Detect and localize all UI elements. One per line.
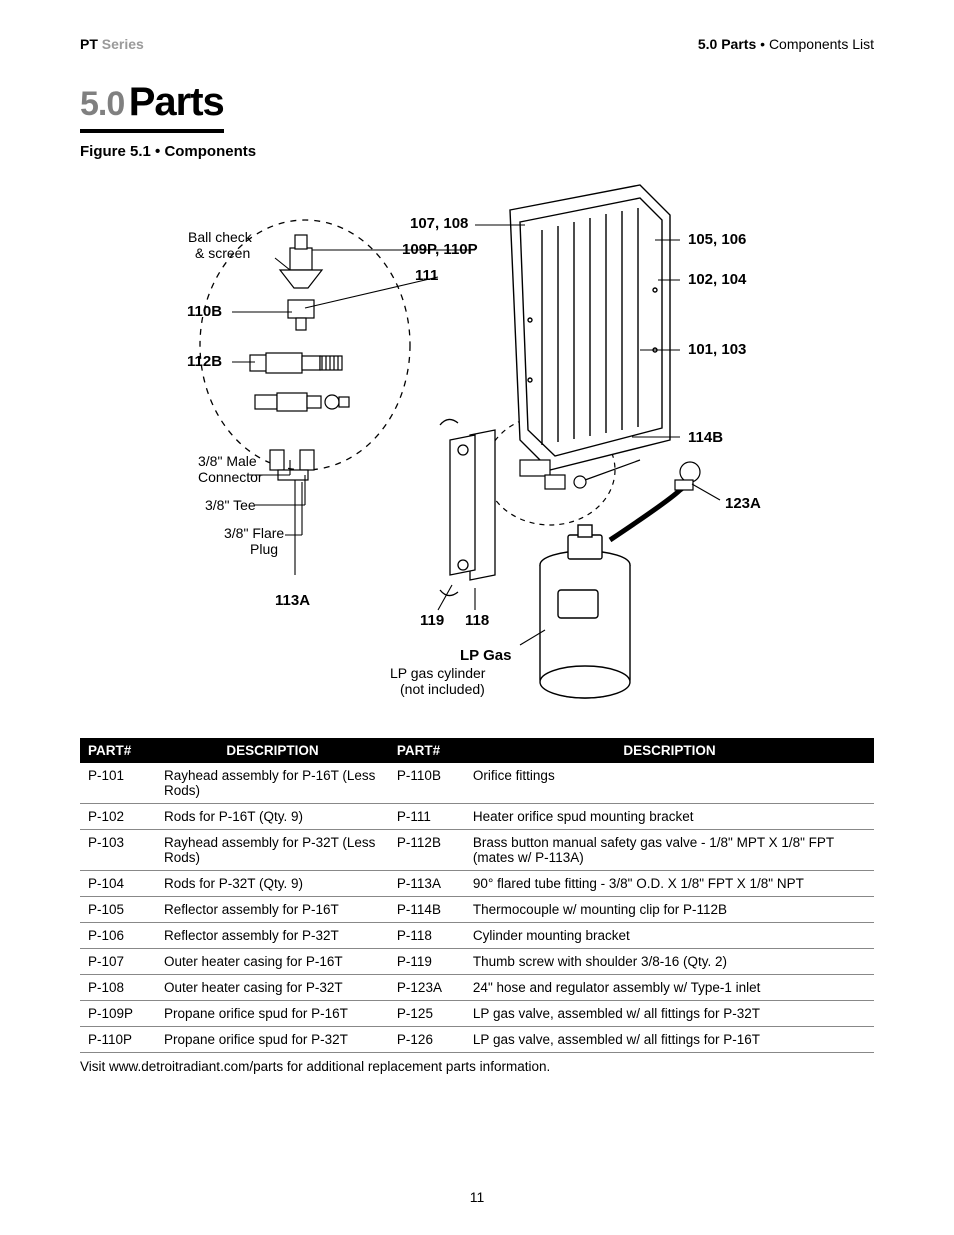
- lbl-101: 101, 103: [688, 341, 746, 358]
- cell-part: P-125: [389, 1001, 465, 1027]
- cell-desc: LP gas valve, assembled w/ all fittings …: [465, 1027, 874, 1053]
- cell-desc: 24" hose and regulator assembly w/ Type-…: [465, 975, 874, 1001]
- lbl-ballcheck2: & screen: [195, 245, 250, 261]
- cell-desc: Cylinder mounting bracket: [465, 923, 874, 949]
- lbl-flare2: Plug: [250, 541, 278, 557]
- cell-part: P-126: [389, 1027, 465, 1053]
- lbl-tee: 3/8" Tee: [205, 497, 256, 513]
- cell-desc: LP gas valve, assembled w/ all fittings …: [465, 1001, 874, 1027]
- cell-part: P-111: [389, 804, 465, 830]
- lbl-123a: 123A: [725, 495, 761, 512]
- table-row: P-106Reflector assembly for P-32TP-118Cy…: [80, 923, 874, 949]
- header-right: 5.0 Parts • Components List: [698, 36, 874, 52]
- lbl-flare1: 3/8" Flare: [224, 525, 284, 541]
- section-title: Parts: [721, 36, 756, 52]
- cell-desc: Thermocouple w/ mounting clip for P-112B: [465, 897, 874, 923]
- cell-desc: Heater orifice spud mounting bracket: [465, 804, 874, 830]
- table-row: P-109PPropane orifice spud for P-16TP-12…: [80, 1001, 874, 1027]
- lbl-lp1: LP gas cylinder: [390, 665, 486, 681]
- cell-desc: Propane orifice spud for P-16T: [156, 1001, 389, 1027]
- series-grey: Series: [102, 36, 144, 52]
- lbl-114b: 114B: [688, 429, 723, 446]
- cell-desc: Thumb screw with shoulder 3/8-16 (Qty. 2…: [465, 949, 874, 975]
- cell-part: P-108: [80, 975, 156, 1001]
- lbl-lp2: (not included): [400, 681, 485, 697]
- lbl-118: 118: [465, 612, 489, 629]
- cell-part: P-106: [80, 923, 156, 949]
- cell-part: P-123A: [389, 975, 465, 1001]
- lbl-119: 119: [420, 612, 444, 629]
- cell-part: P-101: [80, 763, 156, 804]
- lbl-male1: 3/8" Male: [198, 453, 257, 469]
- cell-desc: 90° flared tube fitting - 3/8" O.D. X 1/…: [465, 871, 874, 897]
- table-row: P-108Outer heater casing for P-32TP-123A…: [80, 975, 874, 1001]
- cell-part: P-102: [80, 804, 156, 830]
- lbl-112b: 112B: [187, 353, 222, 370]
- page-title: 5.0 Parts: [80, 80, 224, 133]
- lbl-113a: 113A: [275, 592, 310, 609]
- th-part-l: PART#: [80, 738, 156, 763]
- cell-part: P-110B: [389, 763, 465, 804]
- cell-part: P-113A: [389, 871, 465, 897]
- title-word: Parts: [129, 80, 224, 124]
- cell-desc: Brass button manual safety gas valve - 1…: [465, 830, 874, 871]
- lbl-105: 105, 106: [688, 231, 746, 248]
- cell-desc: Outer heater casing for P-16T: [156, 949, 389, 975]
- lbl-male2: Connector: [198, 469, 263, 485]
- lbl-107: 107, 108: [410, 215, 468, 232]
- cell-part: P-112B: [389, 830, 465, 871]
- cell-part: P-104: [80, 871, 156, 897]
- cell-desc: Reflector assembly for P-32T: [156, 923, 389, 949]
- cell-desc: Rods for P-16T (Qty. 9): [156, 804, 389, 830]
- title-number: 5.0: [80, 85, 124, 123]
- parts-table: PART# DESCRIPTION PART# DESCRIPTION P-10…: [80, 738, 874, 1053]
- cell-part: P-105: [80, 897, 156, 923]
- components-diagram: 107, 108 109P, 110P 111 110B 112B Ball c…: [80, 170, 874, 730]
- table-row: P-103Rayhead assembly for P-32T (Less Ro…: [80, 830, 874, 871]
- figure-caption: Figure 5.1 • Components: [80, 143, 874, 160]
- cell-part: P-118: [389, 923, 465, 949]
- cell-desc: Reflector assembly for P-16T: [156, 897, 389, 923]
- page-number: 11: [0, 1189, 954, 1205]
- footnote: Visit www.detroitradiant.com/parts for a…: [80, 1059, 874, 1074]
- bullet: •: [760, 36, 765, 52]
- cell-part: P-110P: [80, 1027, 156, 1053]
- cell-desc: Propane orifice spud for P-32T: [156, 1027, 389, 1053]
- table-row: P-102Rods for P-16T (Qty. 9)P-111Heater …: [80, 804, 874, 830]
- th-part-r: PART#: [389, 738, 465, 763]
- series-bold: PT: [80, 36, 98, 52]
- lbl-111: 111: [415, 267, 438, 284]
- lbl-110b: 110B: [187, 303, 222, 320]
- th-desc-r: DESCRIPTION: [465, 738, 874, 763]
- cell-desc: Orifice fittings: [465, 763, 874, 804]
- lbl-109: 109P, 110P: [402, 241, 478, 258]
- th-desc-l: DESCRIPTION: [156, 738, 389, 763]
- table-row: P-104Rods for P-32T (Qty. 9)P-113A90° fl…: [80, 871, 874, 897]
- lbl-lpgas: LP Gas: [460, 647, 511, 664]
- table-row: P-105Reflector assembly for P-16TP-114BT…: [80, 897, 874, 923]
- table-header-row: PART# DESCRIPTION PART# DESCRIPTION: [80, 738, 874, 763]
- table-row: P-110PPropane orifice spud for P-32TP-12…: [80, 1027, 874, 1053]
- cell-part: P-119: [389, 949, 465, 975]
- cell-desc: Rods for P-32T (Qty. 9): [156, 871, 389, 897]
- lbl-102: 102, 104: [688, 271, 747, 288]
- section-subtitle: Components List: [769, 36, 874, 52]
- cell-desc: Rayhead assembly for P-16T (Less Rods): [156, 763, 389, 804]
- cell-part: P-103: [80, 830, 156, 871]
- table-row: P-107Outer heater casing for P-16TP-119T…: [80, 949, 874, 975]
- page-header: PT Series 5.0 Parts • Components List: [80, 36, 874, 52]
- section-num: 5.0: [698, 36, 717, 52]
- header-left: PT Series: [80, 36, 144, 52]
- lbl-ballcheck1: Ball check: [188, 229, 253, 245]
- cell-part: P-114B: [389, 897, 465, 923]
- cell-part: P-109P: [80, 1001, 156, 1027]
- table-row: P-101Rayhead assembly for P-16T (Less Ro…: [80, 763, 874, 804]
- cell-desc: Rayhead assembly for P-32T (Less Rods): [156, 830, 389, 871]
- cell-part: P-107: [80, 949, 156, 975]
- cell-desc: Outer heater casing for P-32T: [156, 975, 389, 1001]
